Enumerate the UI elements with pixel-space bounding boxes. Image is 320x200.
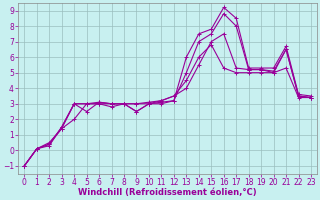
X-axis label: Windchill (Refroidissement éolien,°C): Windchill (Refroidissement éolien,°C) xyxy=(78,188,257,197)
